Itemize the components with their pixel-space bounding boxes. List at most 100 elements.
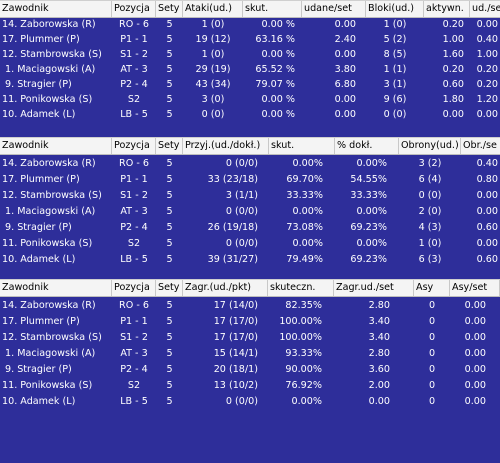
column-header[interactable]: Zagr.ud./set [334, 280, 414, 296]
table-row[interactable]: 10. Adamek (L) LB - 5 5 0 (0/0) 0.00% 0.… [0, 395, 500, 408]
serves-per-set-cell: 2.80 [368, 348, 390, 359]
serves-cell: 17 (17/0) [213, 332, 258, 343]
serves-per-set-cell: 2.80 [368, 300, 390, 311]
column-header[interactable]: skut. [243, 1, 302, 17]
column-header[interactable]: Obr./se [461, 138, 500, 154]
efficiency-cell: 0.00% [292, 238, 323, 249]
column-header[interactable]: Asy/set [450, 280, 500, 296]
column-header[interactable]: aktywn. [424, 1, 470, 17]
column-header[interactable]: Bloki(ud.) [366, 1, 424, 17]
position-cell: P2 - 4 [120, 79, 148, 90]
blocks-per-set-cell: 0.20 [476, 64, 498, 75]
defenses-per-set-cell: 0.00 [476, 206, 498, 217]
successful-per-set-cell: 2.40 [334, 34, 356, 45]
column-header[interactable]: udane/set [302, 1, 366, 17]
serves-per-set-cell: 3.40 [368, 316, 390, 327]
column-header[interactable]: Sety [156, 138, 183, 154]
blocks-per-set-cell: 0.00 [476, 109, 498, 120]
player-name: 1. Maciagowski (A) [5, 64, 96, 75]
table-row[interactable]: 14. Zaborowska (R) RO - 6 5 17 (14/0) 82… [0, 299, 500, 312]
blocks-per-set-cell: 1.20 [476, 94, 498, 105]
player-name: 12. Stambrowska (S) [2, 332, 102, 343]
column-header[interactable]: Zawodnik [0, 138, 112, 154]
sets-cell: 5 [166, 380, 173, 391]
sets-cell: 5 [166, 238, 173, 249]
column-header[interactable]: skuteczn. [268, 280, 334, 296]
table-row[interactable]: 17. Plummer (P) P1 - 1 5 33 (23/18) 69.7… [0, 173, 500, 186]
table-row[interactable]: 17. Plummer (P) P1 - 1 5 19 (12) 63.16 %… [0, 33, 500, 46]
table-row[interactable]: 9. Stragier (P) P2 - 4 5 43 (34) 79.07 %… [0, 78, 500, 91]
column-header[interactable]: Sety [156, 280, 183, 296]
table-row[interactable]: 14. Zaborowska (R) RO - 6 5 1 (0) 0.00 %… [0, 18, 500, 31]
column-header[interactable]: % dokł. [335, 138, 399, 154]
activity-cell: 0.20 [442, 19, 464, 30]
table-row[interactable]: 10. Adamek (L) LB - 5 5 39 (31/27) 79.49… [0, 253, 500, 266]
table-row[interactable]: 1. Maciagowski (A) AT - 3 5 15 (14/1) 93… [0, 347, 500, 360]
attacks-cell: 19 (12) [195, 34, 231, 45]
column-header[interactable]: Pozycja [112, 138, 156, 154]
attack-block-stats-table: Zawodnik Pozycja Sety Ataki(ud.) skut. u… [0, 0, 500, 128]
defenses-cell: 6 (4) [418, 174, 442, 185]
successful-per-set-cell: 0.00 [334, 19, 356, 30]
player-name: 10. Adamek (L) [2, 109, 76, 120]
table-row[interactable]: 9. Stragier (P) P2 - 4 5 26 (19/18) 73.0… [0, 221, 500, 234]
table-row[interactable]: 9. Stragier (P) P2 - 4 5 20 (18/1) 90.00… [0, 363, 500, 376]
column-header[interactable]: Zawodnik [0, 1, 112, 17]
attacks-cell: 0 (0) [201, 109, 225, 120]
table-row[interactable]: 1. Maciagowski (A) AT - 3 5 0 (0/0) 0.00… [0, 205, 500, 218]
efficiency-cell: 0.00% [292, 206, 323, 217]
table-row[interactable]: 12. Stambrowska (S) S1 - 2 5 1 (0) 0.00 … [0, 48, 500, 61]
column-header[interactable]: skut. [269, 138, 335, 154]
table-row[interactable]: 1. Maciagowski (A) AT - 3 5 29 (19) 65.5… [0, 63, 500, 76]
blocks-cell: 0 (0) [383, 109, 407, 120]
column-header[interactable]: Sety [156, 1, 183, 17]
efficiency-cell: 63.16 % [255, 34, 295, 45]
sets-cell: 5 [166, 332, 173, 343]
attacks-cell: 3 (0) [201, 94, 225, 105]
column-header[interactable]: Przyj.(ud./dokł.) [183, 138, 269, 154]
efficiency-cell: 100.00% [279, 316, 322, 327]
player-name: 14. Zaborowska (R) [2, 300, 96, 311]
serves-cell: 13 (10/2) [213, 380, 258, 391]
accuracy-cell: 0.00% [356, 158, 387, 169]
column-header[interactable]: Ataki(ud.) [183, 1, 243, 17]
table-row[interactable]: 10. Adamek (L) LB - 5 5 0 (0) 0.00 % 0.0… [0, 108, 500, 121]
sets-cell: 5 [166, 190, 173, 201]
blocks-cell: 8 (5) [383, 49, 407, 60]
table-row[interactable]: 11. Ponikowska (S) S2 5 13 (10/2) 76.92%… [0, 379, 500, 392]
table-row[interactable]: 12. Stambrowska (S) S1 - 2 5 3 (1/1) 33.… [0, 189, 500, 202]
table-header: Zawodnik Pozycja Sety Przyj.(ud./dokł.) … [0, 137, 500, 155]
table-row[interactable]: 17. Plummer (P) P1 - 1 5 17 (17/0) 100.0… [0, 315, 500, 328]
position-cell: S2 [127, 94, 141, 105]
table-row[interactable]: 11. Ponikowska (S) S2 5 0 (0/0) 0.00% 0.… [0, 237, 500, 250]
sets-cell: 5 [166, 300, 173, 311]
receptions-cell: 39 (31/27) [207, 254, 258, 265]
column-header[interactable]: Obrony(ud.) [399, 138, 461, 154]
table-row[interactable]: 14. Zaborowska (R) RO - 6 5 0 (0/0) 0.00… [0, 157, 500, 170]
column-header[interactable]: Asy [414, 280, 450, 296]
position-cell: RO - 6 [119, 158, 149, 169]
column-header[interactable]: Zawodnik [0, 280, 112, 296]
defenses-cell: 1 (0) [418, 238, 442, 249]
sets-cell: 5 [166, 364, 173, 375]
sets-cell: 5 [166, 34, 173, 45]
table-row[interactable]: 12. Stambrowska (S) S1 - 2 5 17 (17/0) 1… [0, 331, 500, 344]
blocks-cell: 1 (0) [383, 19, 407, 30]
sets-cell: 5 [166, 19, 173, 30]
efficiency-cell: 93.33% [285, 348, 322, 359]
position-cell: P2 - 4 [120, 222, 148, 233]
aces-per-set-cell: 0.00 [464, 364, 486, 375]
serves-per-set-cell: 3.60 [368, 364, 390, 375]
accuracy-cell: 69.23% [350, 222, 387, 233]
activity-cell: 1.80 [442, 94, 464, 105]
column-header[interactable]: ud./set [470, 1, 500, 17]
position-cell: S2 [127, 238, 141, 249]
player-name: 9. Stragier (P) [5, 222, 72, 233]
column-header[interactable]: Zagr.(ud./pkt) [183, 280, 268, 296]
table-row[interactable]: 11. Ponikowska (S) S2 5 3 (0) 0.00 % 0.0… [0, 93, 500, 106]
position-cell: P1 - 1 [120, 174, 148, 185]
column-header[interactable]: Pozycja [112, 1, 156, 17]
column-header[interactable]: Pozycja [112, 280, 156, 296]
reception-defense-stats-table: Zawodnik Pozycja Sety Przyj.(ud./dokł.) … [0, 137, 500, 271]
position-cell: S1 - 2 [120, 49, 148, 60]
